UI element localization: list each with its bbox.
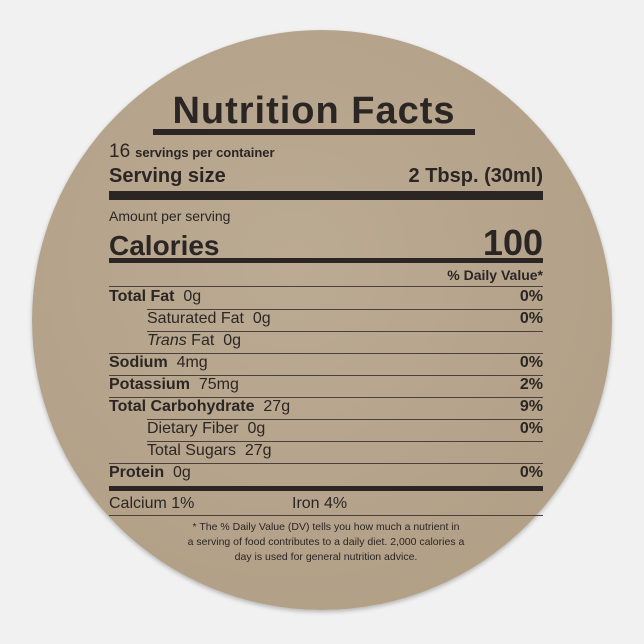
nutrient-label: Protein 0g (109, 464, 191, 482)
nutrient-row: Total Carbohydrate 27g 9% (109, 398, 543, 416)
nutrient-dv: 0% (519, 464, 543, 481)
servings-text: servings per container (135, 145, 275, 160)
servings-row: 16 servings per container (109, 141, 543, 163)
footnote-line: a serving of food contributes to a daily… (187, 536, 465, 548)
nutrient-label: Sodium 4mg (109, 354, 208, 372)
nutrient-amount: 0g (183, 288, 202, 305)
rule (109, 286, 543, 287)
nutrient-dv: 0% (519, 354, 543, 371)
mineral: Calcium 1% (109, 495, 195, 512)
nutrient-label: Dietary Fiber 0g (109, 420, 265, 438)
serving-size-value: 2 Tbsp. (30ml) (408, 165, 543, 187)
rule (147, 441, 543, 442)
nutrient-label: Potassium 75mg (109, 376, 239, 394)
nutrient-name-italic: Trans (147, 332, 187, 349)
footnote-line: day is used for general nutrition advice… (234, 551, 418, 563)
label-sticker (32, 30, 612, 610)
rule (147, 309, 543, 310)
nutrient-amount: 0g (173, 464, 191, 481)
rule (147, 419, 543, 420)
nutrient-amount: 27g (263, 398, 291, 415)
nutrient-name: Potassium (109, 376, 190, 393)
nutrient-label: Trans Fat 0g (109, 332, 241, 350)
nutrient-dv: 0% (519, 420, 543, 437)
nutrient-label: Total Fat 0g (109, 288, 201, 306)
nutrient-name: Total Fat (109, 288, 175, 305)
nutrient-row: Protein 0g 0% (109, 464, 543, 482)
nutrient-amount: 4mg (176, 354, 208, 371)
rule (109, 463, 543, 464)
calories-row: Calories 100 (109, 222, 543, 264)
rule (109, 397, 543, 398)
title-rule (153, 129, 475, 135)
mineral: Iron 4% (292, 495, 348, 512)
nutrient-label: Total Carbohydrate 27g (109, 398, 290, 416)
nutrient-dv: 0% (519, 310, 543, 327)
nutrient-name: Sodium (109, 354, 168, 371)
nutrient-row: Trans Fat 0g (109, 332, 543, 350)
serving-size-row: Serving size 2 Tbsp. (30ml) (109, 165, 543, 188)
amount-label: Amount per serving (109, 208, 231, 224)
dv-header: % Daily Value* (447, 267, 543, 283)
nutrient-name: Fat (191, 332, 215, 349)
nutrient-dv: 9% (519, 398, 543, 415)
nutrient-name: Saturated Fat (147, 310, 244, 327)
nutrient-name: Total Carbohydrate (109, 398, 255, 415)
nutrient-amount: 0g (247, 420, 266, 437)
rule (147, 331, 543, 332)
nutrient-name: Protein (109, 464, 165, 481)
footnote-line: * The % Daily Value (DV) tells you how m… (192, 521, 460, 533)
nutrient-dv: 2% (519, 376, 543, 393)
dv-header-row: % Daily Value* (109, 267, 543, 283)
title: Nutrition Facts (172, 90, 456, 132)
nutrient-amount: 75mg (198, 376, 239, 393)
calories-value: 100 (482, 222, 543, 263)
calories-label: Calories (109, 230, 220, 261)
nutrient-row: Total Sugars 27g (109, 442, 543, 460)
nutrient-amount: 0g (223, 332, 241, 349)
nutrient-name: Dietary Fiber (147, 420, 239, 437)
nutrient-label: Total Sugars 27g (109, 442, 272, 460)
rule (109, 353, 543, 354)
nutrient-row: Saturated Fat 0g 0% (109, 310, 543, 328)
medium-rule (109, 486, 543, 491)
nutrient-label: Saturated Fat 0g (109, 310, 271, 328)
nutrient-dv: 0% (519, 288, 543, 305)
rule (109, 375, 543, 376)
nutrient-amount: 27g (244, 442, 272, 459)
thick-rule (109, 191, 543, 200)
medium-rule (109, 258, 543, 263)
nutrient-row: Sodium 4mg 0% (109, 354, 543, 372)
nutrient-name: Total Sugars (147, 442, 236, 459)
serving-size-label: Serving size (109, 165, 226, 187)
nutrient-row: Potassium 75mg 2% (109, 376, 543, 394)
amount-row: Amount per serving (109, 208, 543, 224)
nutrient-row: Dietary Fiber 0g 0% (109, 420, 543, 438)
nutrient-amount: 0g (252, 310, 271, 327)
rule (109, 515, 543, 516)
minerals-row: Calcium 1% Iron 4% (109, 495, 543, 513)
nutrient-row: Total Fat 0g 0% (109, 288, 543, 306)
servings-count: 16 (109, 141, 131, 162)
